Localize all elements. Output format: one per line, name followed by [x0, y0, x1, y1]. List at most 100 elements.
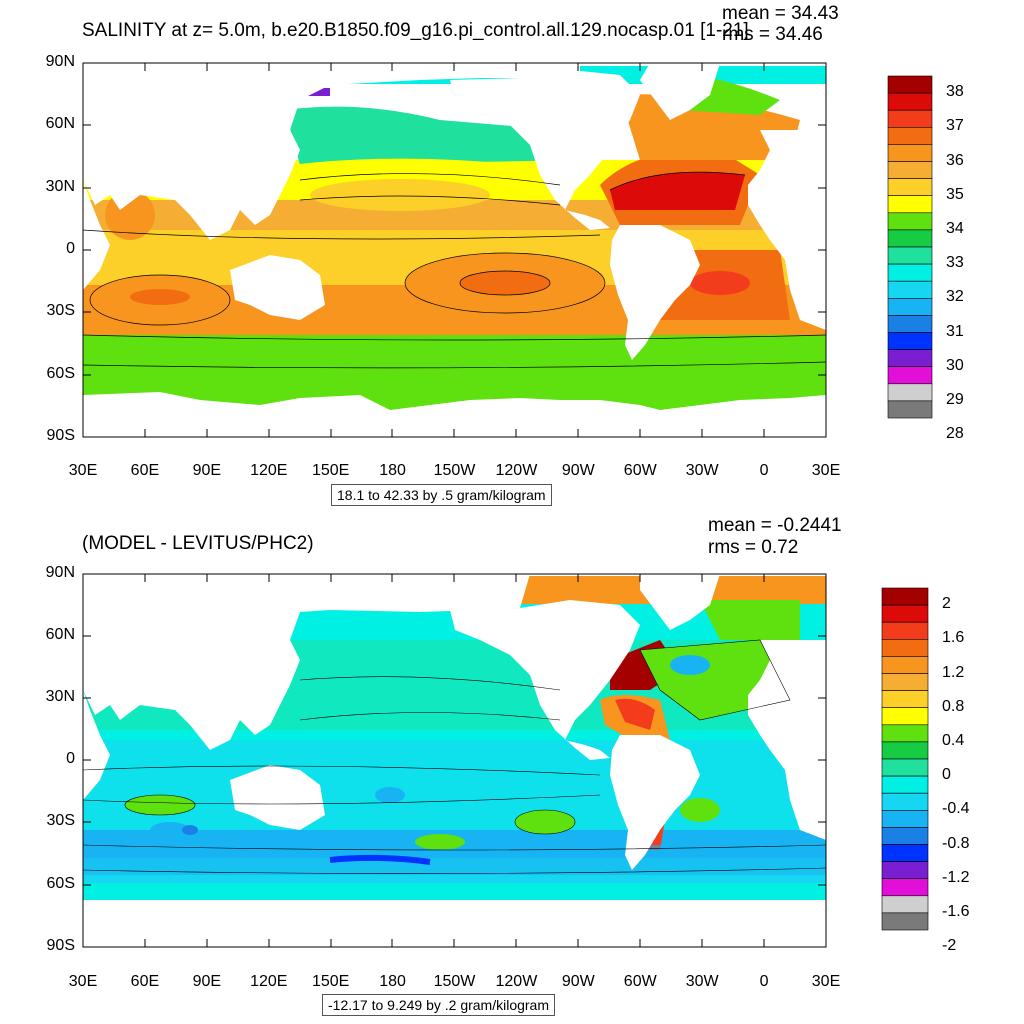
colorbar-swatch	[881, 656, 929, 674]
colorbar-label: 33	[946, 254, 964, 272]
panel1-lon-label: 60W	[623, 462, 657, 479]
panel1-lat-label: 60S	[46, 365, 75, 382]
panel2-mean: mean = -0.2441	[708, 515, 842, 536]
panel2-lon-label: 60W	[623, 973, 657, 990]
colorbar-swatch	[881, 809, 929, 828]
colorbar-swatch	[881, 604, 929, 623]
panel2-lon-label: 30E	[811, 973, 841, 990]
colorbar-swatch	[881, 792, 929, 811]
colorbar-swatch	[881, 912, 929, 931]
colorbar-swatch	[887, 332, 933, 350]
colorbar-label: 31	[946, 322, 964, 340]
colorbar-swatch	[881, 775, 929, 794]
panel2-lon-label: 60E	[130, 973, 160, 990]
colorbar-label: -0.8	[942, 834, 970, 852]
panel2-title: (MODEL - LEVITUS/PHC2)	[82, 533, 314, 554]
panel2-lat-label: 60N	[45, 626, 75, 643]
colorbar-label: 32	[946, 288, 964, 306]
colorbar-swatch	[887, 246, 933, 265]
panel2-lon-label: 90E	[192, 973, 222, 990]
colorbar-swatch	[887, 92, 933, 111]
panel2-rms: rms = 0.72	[708, 537, 799, 558]
panel2-lat-label: 30N	[45, 688, 75, 705]
colorbar-swatch	[881, 895, 929, 914]
colorbar-swatch	[887, 212, 933, 231]
panel2-lon-label: 150W	[433, 973, 476, 990]
panel2-lat-label: 90S	[46, 937, 75, 954]
colorbar-swatch	[887, 127, 933, 145]
colorbar-label: 0	[942, 766, 951, 784]
colorbar-label: 1.2	[942, 663, 965, 681]
colorbar-label: 1.6	[942, 629, 965, 647]
colorbar-swatch	[881, 690, 929, 708]
colorbar-swatch	[887, 315, 933, 333]
panel2-lon-label: 90W	[561, 973, 595, 990]
panel1-info-box: 18.1 to 42.33 by .5 gram/kilogram	[331, 484, 552, 506]
panel2-lon-label: 30W	[685, 973, 719, 990]
panel1-lon-label: 150W	[433, 462, 476, 479]
panel1-lat-label: 90S	[46, 427, 75, 444]
panel1-lon-label: 30E	[68, 462, 98, 479]
panel2-lon-label: 0	[759, 973, 769, 990]
panel1-lon-label: 180	[379, 462, 406, 479]
colorbar-swatch	[887, 178, 933, 197]
panel1-lon-label: 30W	[685, 462, 719, 479]
panel1-lon-label: 90W	[561, 462, 595, 479]
panel1-lat-label: 90N	[45, 53, 75, 70]
panel1-lat-label: 30N	[45, 178, 75, 195]
colorbar-swatch	[881, 844, 929, 862]
colorbar-swatch	[887, 297, 933, 316]
panel2-lat-label: 30S	[46, 812, 75, 829]
panel2-lon-label: 30E	[68, 973, 98, 990]
panel2-map	[83, 574, 826, 947]
colorbar-swatch	[887, 144, 933, 162]
colorbar-swatch	[881, 758, 929, 777]
colorbar-swatch	[887, 280, 933, 299]
colorbar-label: -1.2	[942, 868, 970, 886]
colorbar-swatch	[881, 861, 929, 879]
colorbar-label: 38	[946, 83, 964, 101]
colorbar-swatch	[887, 109, 933, 128]
colorbar-label: -2	[942, 937, 957, 955]
panel2-lat-label: 0	[66, 750, 75, 767]
colorbar-label: 30	[946, 356, 964, 374]
colorbar-swatch	[887, 366, 933, 385]
colorbar-swatch	[881, 638, 929, 657]
panel1-lon-label: 0	[759, 462, 769, 479]
colorbar-swatch	[881, 673, 929, 691]
panel1-map	[83, 63, 826, 437]
panel2-info-box: -12.17 to 9.249 by .2 gram/kilogram	[322, 994, 556, 1016]
colorbar-label: 0.4	[942, 731, 965, 749]
panel1-lat-label: 0	[66, 240, 75, 257]
colorbar-label: 28	[946, 425, 964, 443]
panel2-lon-label: 120E	[250, 973, 288, 990]
colorbar-label: 29	[946, 390, 964, 408]
colorbar-swatch	[887, 400, 933, 419]
panel1-title: SALINITY at z= 5.0m, b.e20.B1850.f09_g16…	[82, 20, 749, 41]
panel1-lon-label: 60E	[130, 462, 160, 479]
panel1-lat-label: 30S	[46, 302, 75, 319]
colorbar-label: -1.6	[942, 902, 970, 920]
colorbar-label: -0.4	[942, 800, 970, 818]
colorbar-label: 34	[946, 219, 964, 237]
panel2-lon-label: 120W	[495, 973, 538, 990]
panel2-ticks	[83, 573, 826, 948]
panel2-lat-label: 60S	[46, 875, 75, 892]
panel1-mean: mean = 34.43	[722, 3, 839, 24]
colorbar-swatch	[887, 229, 933, 248]
panel1-lat-label: 60N	[45, 115, 75, 132]
colorbar-swatch	[881, 827, 929, 845]
colorbar-swatch	[887, 263, 933, 282]
panel2-lon-label: 150E	[311, 973, 350, 990]
colorbar-label: 0.8	[942, 697, 965, 715]
panel2-lon-label: 180	[379, 973, 406, 990]
colorbar-label: 35	[946, 185, 964, 203]
colorbar-swatch	[887, 195, 933, 214]
colorbar-swatch	[881, 587, 929, 606]
colorbar-swatch	[887, 349, 933, 368]
panel1-lon-label: 120E	[250, 462, 288, 479]
colorbar-label: 2	[942, 595, 951, 613]
colorbar-swatch	[881, 878, 929, 897]
colorbar-swatch	[887, 161, 933, 179]
